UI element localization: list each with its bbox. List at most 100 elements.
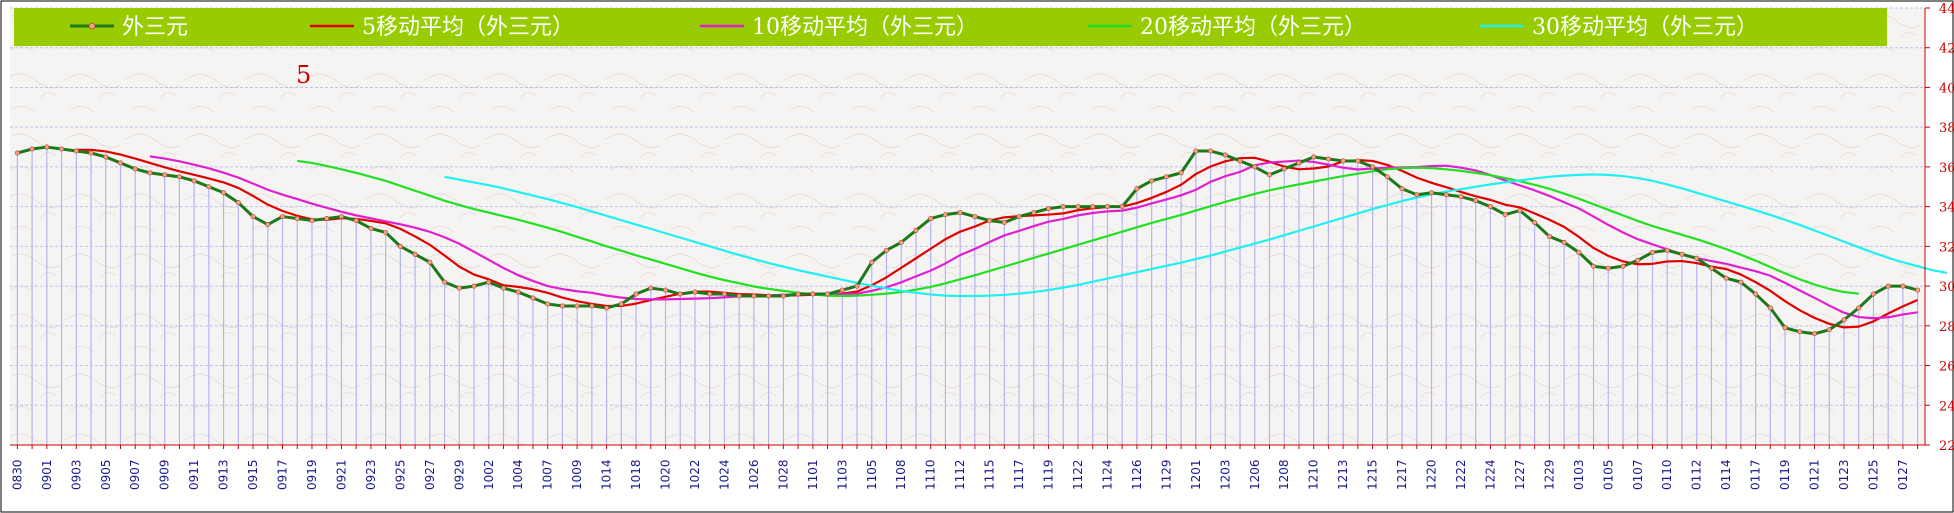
data-point (29, 146, 35, 152)
x-tick-label: 0929 (452, 459, 466, 490)
data-point (1561, 239, 1567, 245)
y-tick-label: 36 (1939, 161, 1954, 176)
data-point (1576, 249, 1582, 255)
legend-label-0: 外三元 (122, 15, 188, 40)
x-category-bars (16, 147, 1919, 445)
legend-label-4: 30移动平均（外三元） (1532, 15, 1758, 40)
x-tick-label: 1119 (1042, 459, 1056, 490)
x-tick-label: 1126 (1130, 459, 1144, 490)
y-tick-label: 34 (1939, 201, 1954, 216)
data-point (898, 239, 904, 245)
data-point (1031, 210, 1037, 216)
data-point (1812, 331, 1818, 337)
x-tick-label: 0125 (1866, 459, 1880, 490)
x-tick-label: 1009 (570, 459, 584, 490)
data-point (1826, 327, 1832, 333)
data-point (707, 291, 713, 297)
data-point (1502, 212, 1508, 218)
data-point (1473, 198, 1479, 204)
data-point (1237, 158, 1243, 164)
data-point (1517, 208, 1523, 214)
data-point (59, 146, 65, 152)
x-tick-label: 0921 (334, 459, 348, 490)
data-point (545, 301, 551, 307)
data-point (604, 305, 610, 311)
data-point (648, 285, 654, 291)
x-tick-label: 1018 (629, 459, 643, 490)
data-point (1134, 186, 1140, 192)
legend-label-3: 20移动平均（外三元） (1140, 15, 1366, 40)
x-tick-label: 1004 (511, 459, 525, 490)
data-point (250, 214, 256, 220)
data-point (132, 166, 138, 172)
data-point (1679, 251, 1685, 257)
series-line-4 (444, 173, 1948, 298)
legend: 外三元 5移动平均（外三元） 10移动平均（外三元） 20移动平均（外三元） 30移动平… (14, 8, 1887, 46)
data-point (1046, 206, 1052, 212)
data-point (1782, 325, 1788, 331)
data-point (73, 148, 79, 154)
data-point (1915, 287, 1921, 293)
data-point (1340, 158, 1346, 164)
x-tick-label: 1129 (1159, 459, 1173, 490)
series-layer (16, 145, 1948, 336)
data-point (383, 229, 389, 235)
y-tick-labels: 22 24 26 28 30 32 34 36 38 40 42 44 (1925, 2, 1954, 454)
data-point (1605, 265, 1611, 271)
data-point (324, 216, 330, 222)
x-tick-label: 1201 (1189, 459, 1203, 490)
data-point (14, 150, 20, 156)
x-tick-label: 1203 (1218, 459, 1232, 490)
x-tick-label: 0123 (1837, 459, 1851, 490)
legend-marker (88, 22, 96, 30)
x-tick-label: 0830 (10, 459, 24, 490)
x-tick-label: 0917 (276, 459, 290, 490)
data-point (1090, 204, 1096, 210)
data-point (1178, 170, 1184, 176)
data-point (176, 174, 182, 180)
x-tick-label: 1213 (1336, 459, 1350, 490)
data-point (1694, 255, 1700, 261)
data-point (235, 200, 241, 206)
legend-label-1: 5移动平均（外三元） (362, 15, 574, 40)
data-point (736, 293, 742, 299)
data-point (309, 218, 315, 224)
y-tick-label: 26 (1939, 360, 1954, 375)
data-point (280, 214, 286, 220)
data-point (1870, 291, 1876, 297)
x-tick-label: 0907 (128, 459, 142, 490)
data-point (1252, 164, 1258, 170)
data-point (854, 283, 860, 289)
data-point (1664, 247, 1670, 253)
data-point (1296, 160, 1302, 166)
data-point (442, 279, 448, 285)
data-point (1591, 263, 1597, 269)
data-point (1620, 263, 1626, 269)
data-point (1708, 265, 1714, 271)
data-point (1119, 204, 1125, 210)
data-point (1443, 192, 1449, 198)
x-tick-label: 0913 (217, 459, 231, 490)
data-point (589, 303, 595, 309)
x-tick-label: 0127 (1896, 459, 1910, 490)
x-tick-label: 1026 (747, 459, 761, 490)
data-point (795, 291, 801, 297)
data-point (942, 212, 948, 218)
y-tick-label: 42 (1939, 42, 1954, 57)
data-point (1532, 220, 1538, 226)
x-tick-label: 1210 (1307, 459, 1321, 490)
x-tick-label: 0107 (1631, 459, 1645, 490)
x-tick-label: 1014 (600, 459, 614, 490)
data-point (618, 301, 624, 307)
data-point (1370, 164, 1376, 170)
data-point (530, 295, 536, 301)
x-tick-label: 0110 (1660, 459, 1674, 490)
data-point (1487, 204, 1493, 210)
data-point (883, 247, 889, 253)
x-tick-label: 0911 (187, 459, 201, 490)
data-point (1281, 166, 1287, 172)
x-tick-label: 1110 (924, 459, 938, 490)
x-tick-label: 1217 (1395, 459, 1409, 490)
